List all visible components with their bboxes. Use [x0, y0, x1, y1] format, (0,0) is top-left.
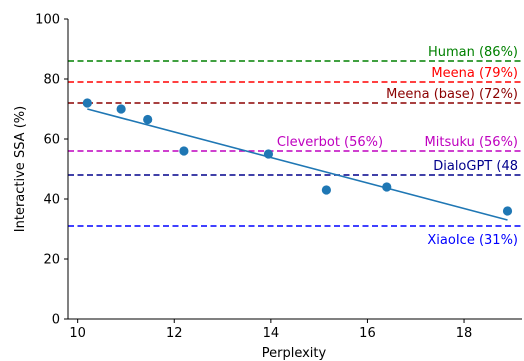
- x-tick-label: 18: [456, 326, 473, 341]
- scatter-point: [82, 98, 92, 108]
- y-tick-label: 40: [43, 193, 60, 208]
- scatter-point: [321, 185, 331, 195]
- scatter-point: [382, 182, 392, 192]
- y-tick-label: 0: [52, 313, 60, 328]
- y-tick-label: 20: [43, 253, 60, 268]
- scatter-point: [502, 206, 513, 216]
- scatter-point: [116, 104, 126, 114]
- y-axis-label: Interactive SSA (%): [13, 106, 28, 232]
- scatter-point: [263, 149, 274, 159]
- trend-line-group: [87, 108, 508, 221]
- reference-lines: Human (86%) Meena (79%) Meena (base) (72%)…: [68, 45, 522, 248]
- x-tick-label: 12: [166, 326, 183, 341]
- reference-line-label: XiaoIce (31%): [427, 233, 518, 248]
- axes: [67, 19, 522, 320]
- x-tick-label: 16: [359, 326, 376, 341]
- reference-line-label: Meena (base) (72%): [386, 87, 518, 102]
- reference-line-label: Meena (79%): [431, 66, 518, 81]
- reference-line-label: Cleverbot (56%): [277, 135, 383, 150]
- reference-line-label: Mitsuku (56%): [425, 135, 518, 150]
- x-axis-label: Perplexity: [262, 346, 327, 361]
- scatter-point: [179, 146, 189, 156]
- x-tick-label: 10: [69, 326, 86, 341]
- reference-line-label: DialoGPT (48: [433, 159, 518, 174]
- x-tick-label: 14: [263, 326, 280, 341]
- scatter-points: [82, 98, 513, 216]
- scatter-point: [143, 114, 153, 125]
- y-tick-label: 80: [43, 73, 60, 88]
- y-tick-label: 100: [35, 13, 60, 28]
- y-tick-label: 60: [43, 133, 60, 148]
- ticks: 10 12 14 16 18 0 20 40 60 80 100: [35, 13, 472, 342]
- trend-line: [87, 108, 508, 221]
- reference-line-label: Human (86%): [428, 45, 518, 60]
